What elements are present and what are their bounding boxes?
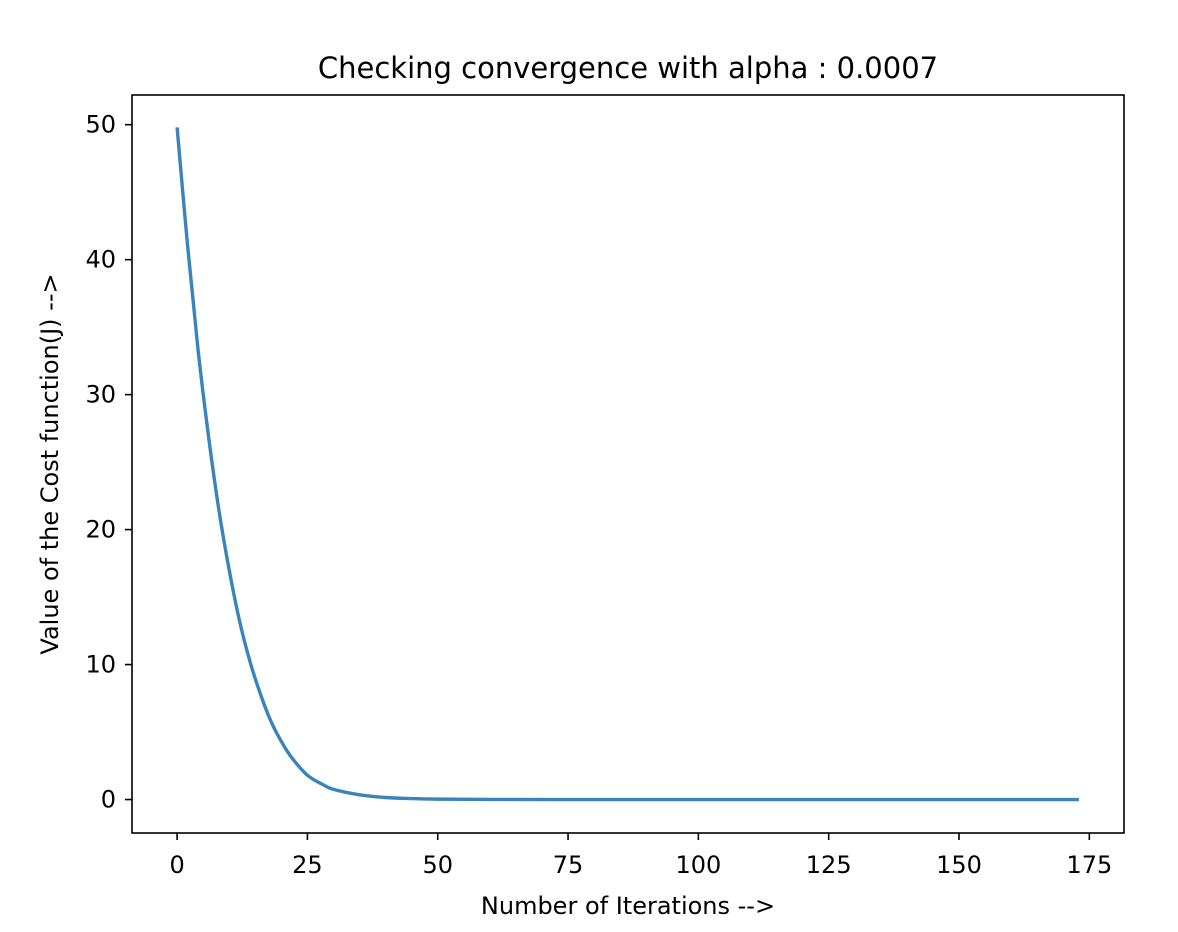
y-tick-label: 40 — [85, 246, 116, 274]
series-line — [175, 127, 1079, 802]
y-tick-label: 0 — [101, 786, 116, 814]
x-tick-label: 175 — [1066, 851, 1112, 879]
y-tick-label: 50 — [85, 111, 116, 139]
x-axis-label: Number of Iterations --> — [481, 892, 775, 920]
x-tick-label: 50 — [422, 851, 453, 879]
y-tick-label: 30 — [85, 381, 116, 409]
y-axis-label: Value of the Cost function(J) --> — [36, 273, 64, 654]
x-tick-label: 0 — [169, 851, 184, 879]
y-tick-label: 10 — [85, 651, 116, 679]
x-tick-label: 75 — [553, 851, 584, 879]
y-tick-label: 20 — [85, 516, 116, 544]
chart-title: Checking convergence with alpha : 0.0007 — [318, 51, 938, 85]
x-tick-label: 125 — [806, 851, 852, 879]
x-tick-label: 100 — [675, 851, 721, 879]
axes-frame — [131, 94, 1125, 834]
y-axis-ticks: 0 10 20 30 40 50 — [85, 111, 132, 814]
x-axis-ticks: 0 25 50 75 100 125 150 175 — [169, 833, 1112, 879]
x-tick-label: 25 — [292, 851, 323, 879]
plot-area — [175, 127, 1079, 802]
x-tick-label: 150 — [936, 851, 982, 879]
